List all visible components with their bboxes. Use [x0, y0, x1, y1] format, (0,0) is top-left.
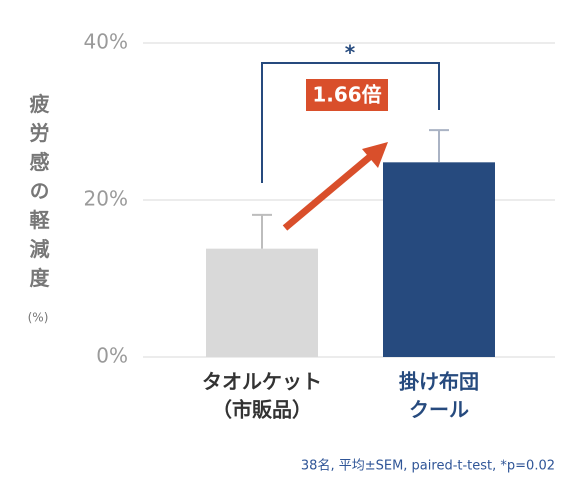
- error-bar: [429, 129, 449, 163]
- x-tick-label: クール: [409, 398, 469, 422]
- x-tick-label: （市販品）: [212, 398, 312, 422]
- error-bar: [252, 213, 272, 249]
- trend-arrow: [282, 152, 375, 231]
- bar: [206, 248, 318, 357]
- significance-mark: *: [345, 41, 356, 65]
- annotation: 1.66倍: [312, 83, 381, 107]
- x-tick-label: タオルケット: [202, 370, 322, 394]
- footnote: 38名, 平均±SEM, paired-t-test, *p=0.02: [301, 458, 555, 474]
- y-axis-unit: (%): [28, 311, 49, 325]
- trend-arrow-head: [362, 142, 388, 168]
- bar: [383, 162, 495, 357]
- y-tick-label: 40%: [84, 30, 128, 54]
- y-tick-label: 0%: [96, 344, 128, 368]
- y-tick-label: 20%: [84, 187, 128, 211]
- significance-bracket: [261, 62, 440, 183]
- y-axis-label: 疲労感の軽減度: [26, 92, 50, 296]
- x-tick-label: 掛け布団: [399, 370, 479, 394]
- annotation-box: [306, 79, 388, 111]
